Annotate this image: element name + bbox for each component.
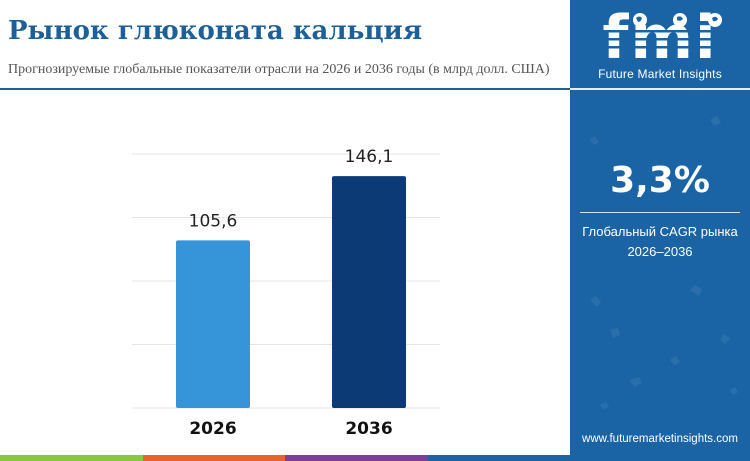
page-subtitle: Прогнозируемые глобальные показатели отр…: [8, 62, 550, 77]
cagr-divider: [580, 212, 740, 213]
fmi-logo: fmi: [596, 6, 724, 73]
bottom-color-stripe: [0, 455, 570, 461]
cagr-label-line1: Глобальный CAGR рынка: [582, 224, 738, 239]
cagr-value: 3,3%: [610, 160, 710, 201]
data-label-2026: 105,6: [189, 211, 238, 231]
logo-divider: [570, 88, 750, 90]
bar-2036: [332, 176, 406, 408]
bar-chart-svg: 105,6 2026 146,1 2036: [132, 147, 440, 439]
stripe-segment-orange: [142, 455, 285, 461]
x-tick-label-2026: 2026: [189, 419, 236, 439]
page-title: Рынок глюконата кальция: [8, 16, 423, 46]
stripe-segment-green: [0, 455, 143, 461]
sidebar-panel: fmi Future Market Insights 3,3% Глобальн…: [570, 0, 750, 461]
x-tick-label-2036: 2036: [345, 419, 392, 439]
stripe-segment-purple: [285, 455, 428, 461]
bar-2026: [176, 240, 250, 408]
logo-tagline: Future Market Insights: [598, 67, 722, 81]
chart-header: Рынок глюконата кальция Прогнозируемые г…: [0, 0, 570, 90]
sidebar-pattern: [590, 116, 738, 409]
data-label-2036: 146,1: [345, 147, 394, 167]
header-divider: [0, 88, 570, 90]
bar-chart: 105,6 2026 146,1 2036: [0, 92, 570, 452]
cagr-label-line2: 2026–2036: [627, 244, 693, 259]
stripe-segment-blue: [427, 455, 570, 461]
cagr-label: Глобальный CAGR рынка 2026–2036: [570, 222, 750, 262]
website-link[interactable]: www.futuremarketinsights.com: [582, 433, 738, 445]
